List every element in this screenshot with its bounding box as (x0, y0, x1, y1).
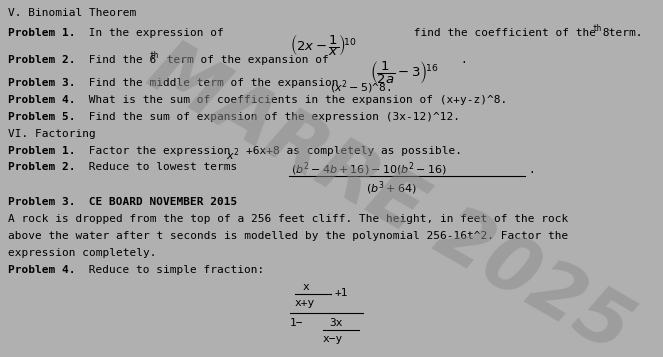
Text: Problem 3.: Problem 3. (8, 197, 76, 207)
Text: CE BOARD NOVEMBER 2015: CE BOARD NOVEMBER 2015 (82, 197, 237, 207)
Text: A rock is dropped from the top of a 256 feet cliff. The height, in feet of the r: A rock is dropped from the top of a 256 … (8, 214, 568, 224)
Text: +6x+8 as completely as possible.: +6x+8 as completely as possible. (246, 146, 462, 156)
Text: above the water after t seconds is modelled by the polynomial 256-16t^2. Factor : above the water after t seconds is model… (8, 231, 568, 241)
Text: Problem 5.: Problem 5. (8, 112, 76, 122)
Text: +1: +1 (335, 288, 349, 298)
Text: Problem 1.: Problem 1. (8, 28, 76, 38)
Text: What is the sum of coefficients in the expansion of (x+y-z)^8.: What is the sum of coefficients in the e… (82, 95, 507, 105)
Text: Reduce to simple fraction:: Reduce to simple fraction: (82, 265, 265, 275)
Text: .: . (528, 165, 535, 175)
Text: Problem 3.: Problem 3. (8, 78, 76, 88)
Text: In the expression of: In the expression of (82, 28, 231, 38)
Text: $\left(2x-\dfrac{1}{x}\right)^{\!10}$: $\left(2x-\dfrac{1}{x}\right)^{\!10}$ (290, 32, 357, 58)
Text: th: th (592, 24, 601, 33)
Text: Problem 1.: Problem 1. (8, 146, 76, 156)
Text: expression completely.: expression completely. (8, 248, 156, 258)
Text: V. Binomial Theorem: V. Binomial Theorem (8, 8, 137, 18)
Text: Problem 4.: Problem 4. (8, 265, 76, 275)
Text: $\left(\dfrac{1}{2a}-3\right)^{\!16}$: $\left(\dfrac{1}{2a}-3\right)^{\!16}$ (370, 59, 439, 86)
Text: Find the sum of expansion of the expression (3x-12)^12.: Find the sum of expansion of the express… (82, 112, 460, 122)
Text: x−y: x−y (323, 334, 343, 344)
Text: th: th (149, 51, 158, 60)
Text: Find the middle term of the expansion: Find the middle term of the expansion (82, 78, 345, 88)
Text: $(b^{2}-4b+16)-10(b^{2}-16)$: $(b^{2}-4b+16)-10(b^{2}-16)$ (291, 160, 447, 177)
Text: Problem 2.: Problem 2. (8, 162, 76, 172)
Text: $x^{2}$: $x^{2}$ (226, 146, 239, 162)
Text: Factor the expression: Factor the expression (82, 146, 237, 156)
Text: $(b^{3}+64)$: $(b^{3}+64)$ (366, 179, 416, 197)
Text: term.: term. (602, 28, 642, 38)
Text: 1−: 1− (290, 318, 304, 328)
Text: x: x (303, 282, 310, 292)
Text: MARRE 2025: MARRE 2025 (136, 32, 644, 357)
Text: Reduce to lowest terms: Reduce to lowest terms (82, 162, 237, 172)
Text: term of the expansion of: term of the expansion of (160, 55, 335, 65)
Text: VI. Factoring: VI. Factoring (8, 129, 95, 139)
Text: $(x^{2}-5)$^8.: $(x^{2}-5)$^8. (330, 78, 391, 96)
Text: x+y: x+y (295, 298, 315, 308)
Text: find the coefficient of the 8: find the coefficient of the 8 (407, 28, 609, 38)
Text: Find the 6: Find the 6 (82, 55, 156, 65)
Text: Problem 2.: Problem 2. (8, 55, 76, 65)
Text: Problem 4.: Problem 4. (8, 95, 76, 105)
Text: .: . (460, 55, 467, 65)
Text: 3x: 3x (329, 318, 343, 328)
